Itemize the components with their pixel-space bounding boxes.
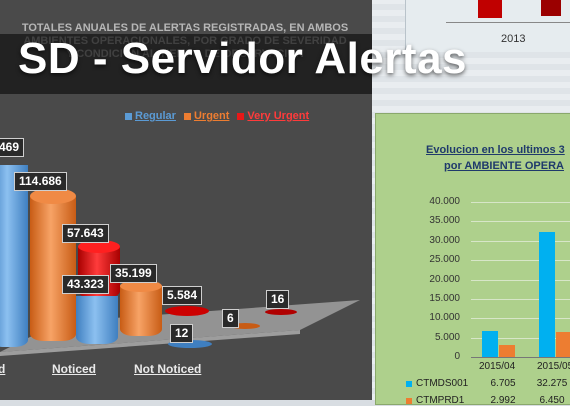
label-c3-regular: 12 bbox=[170, 324, 194, 343]
series-1-val-2: 32.275 bbox=[536, 378, 568, 389]
label-c2-urgent: 35.199 bbox=[110, 264, 157, 283]
grid-line bbox=[471, 318, 570, 320]
right-chart-panel: Evolucion en los ultimos 3 por AMBIENTE … bbox=[375, 113, 570, 406]
legend-very-urgent: Very Urgent bbox=[237, 110, 309, 122]
bar-ctmds001-2015-05 bbox=[539, 231, 555, 357]
y-tick-label: 0 bbox=[454, 351, 460, 362]
grid-line bbox=[471, 240, 570, 242]
grid-line bbox=[471, 279, 570, 281]
x-label-not-noticed: Not Noticed bbox=[134, 362, 202, 376]
grid-line bbox=[471, 221, 570, 223]
bar-ctmprd1-2015-04 bbox=[499, 345, 515, 357]
grid-line bbox=[471, 202, 570, 203]
bar-ctmprd1-2015-05 bbox=[556, 332, 570, 357]
y-tick-label: 25.000 bbox=[429, 254, 460, 266]
bar-ctmds001-2015-04 bbox=[482, 331, 498, 357]
title-bar bbox=[0, 34, 372, 94]
label-c3-very-urgent-2: 16 bbox=[266, 290, 290, 309]
legend-regular: Regular bbox=[125, 110, 176, 122]
y-tick-label: 10.000 bbox=[429, 312, 460, 324]
label-c2-very-urgent: 57.643 bbox=[62, 224, 109, 243]
y-tick-label: 40.000 bbox=[429, 196, 460, 207]
bar-c1-regular bbox=[0, 165, 28, 347]
top-right-axis bbox=[446, 22, 570, 23]
grid-line bbox=[471, 298, 570, 300]
left-chart-legend: Regular Urgent Very Urgent bbox=[125, 110, 309, 122]
bar-c1-urgent-top bbox=[30, 188, 76, 204]
grid-line bbox=[471, 337, 570, 339]
page-title: SD - Servidor Alertas bbox=[18, 34, 468, 83]
series-2-swatch bbox=[406, 397, 412, 404]
bar-c2-regular bbox=[76, 296, 118, 344]
right-chart-cat-1: 2015/04 bbox=[479, 361, 516, 372]
series-row-1: CTMDS001 6.705 32.275 bbox=[406, 378, 570, 389]
right-chart-title-line1: Evolucion en los ultimos 3 bbox=[426, 144, 565, 156]
right-chart-cat-2: 2015/05 bbox=[537, 361, 570, 372]
bar-c3-very-urgent-2 bbox=[265, 309, 297, 315]
series-2-name: CTMPRD1 bbox=[416, 395, 465, 406]
right-chart-title: Evolucion en los ultimos 3 por AMBIENTE … bbox=[406, 142, 570, 174]
bar-c2-urgent-top bbox=[120, 280, 162, 292]
bar-c3-urgent bbox=[230, 323, 260, 329]
bar-c2-very-urgent-top bbox=[78, 240, 120, 253]
y-tick-label: 30.000 bbox=[429, 234, 460, 246]
bar-c1-urgent bbox=[30, 196, 76, 341]
top-right-chart: 2013 bbox=[405, 0, 570, 52]
bar-c3-very-urgent bbox=[165, 306, 209, 316]
bar-c2-urgent bbox=[120, 286, 162, 336]
top-right-bar bbox=[478, 0, 502, 18]
series-1-val-1: 6.705 bbox=[490, 378, 516, 389]
label-c1-regular: 469 bbox=[0, 138, 25, 157]
legend-urgent: Urgent bbox=[183, 110, 229, 122]
x-label-c1: d bbox=[0, 362, 6, 376]
y-tick-label: 5.000 bbox=[434, 331, 460, 343]
series-1-swatch bbox=[406, 380, 412, 387]
top-right-tick: 2013 bbox=[501, 33, 526, 45]
series-row-2: CTMPRD1 2.992 6.450 bbox=[406, 395, 570, 406]
bar-c3-regular bbox=[168, 340, 212, 348]
top-right-bar-2 bbox=[541, 0, 561, 16]
label-c1-urgent: 114.686 bbox=[14, 172, 67, 191]
y-tick-label: 35.000 bbox=[429, 215, 460, 227]
x-label-noticed: Noticed bbox=[52, 362, 97, 376]
label-c2-regular: 43.323 bbox=[62, 275, 109, 294]
right-chart-x-axis bbox=[471, 357, 570, 358]
y-tick-label: 15.000 bbox=[429, 292, 460, 304]
y-tick-label: 20.000 bbox=[429, 273, 460, 285]
series-2-val-1: 2.992 bbox=[490, 395, 516, 406]
label-c3-very-urgent: 5.584 bbox=[162, 286, 203, 305]
right-chart-title-line2: por AMBIENTE OPERA bbox=[444, 160, 564, 172]
grid-line bbox=[471, 260, 570, 262]
series-1-name: CTMDS001 bbox=[416, 378, 469, 389]
label-c3-urgent: 6 bbox=[222, 309, 239, 328]
series-2-val-2: 6.450 bbox=[539, 395, 565, 406]
